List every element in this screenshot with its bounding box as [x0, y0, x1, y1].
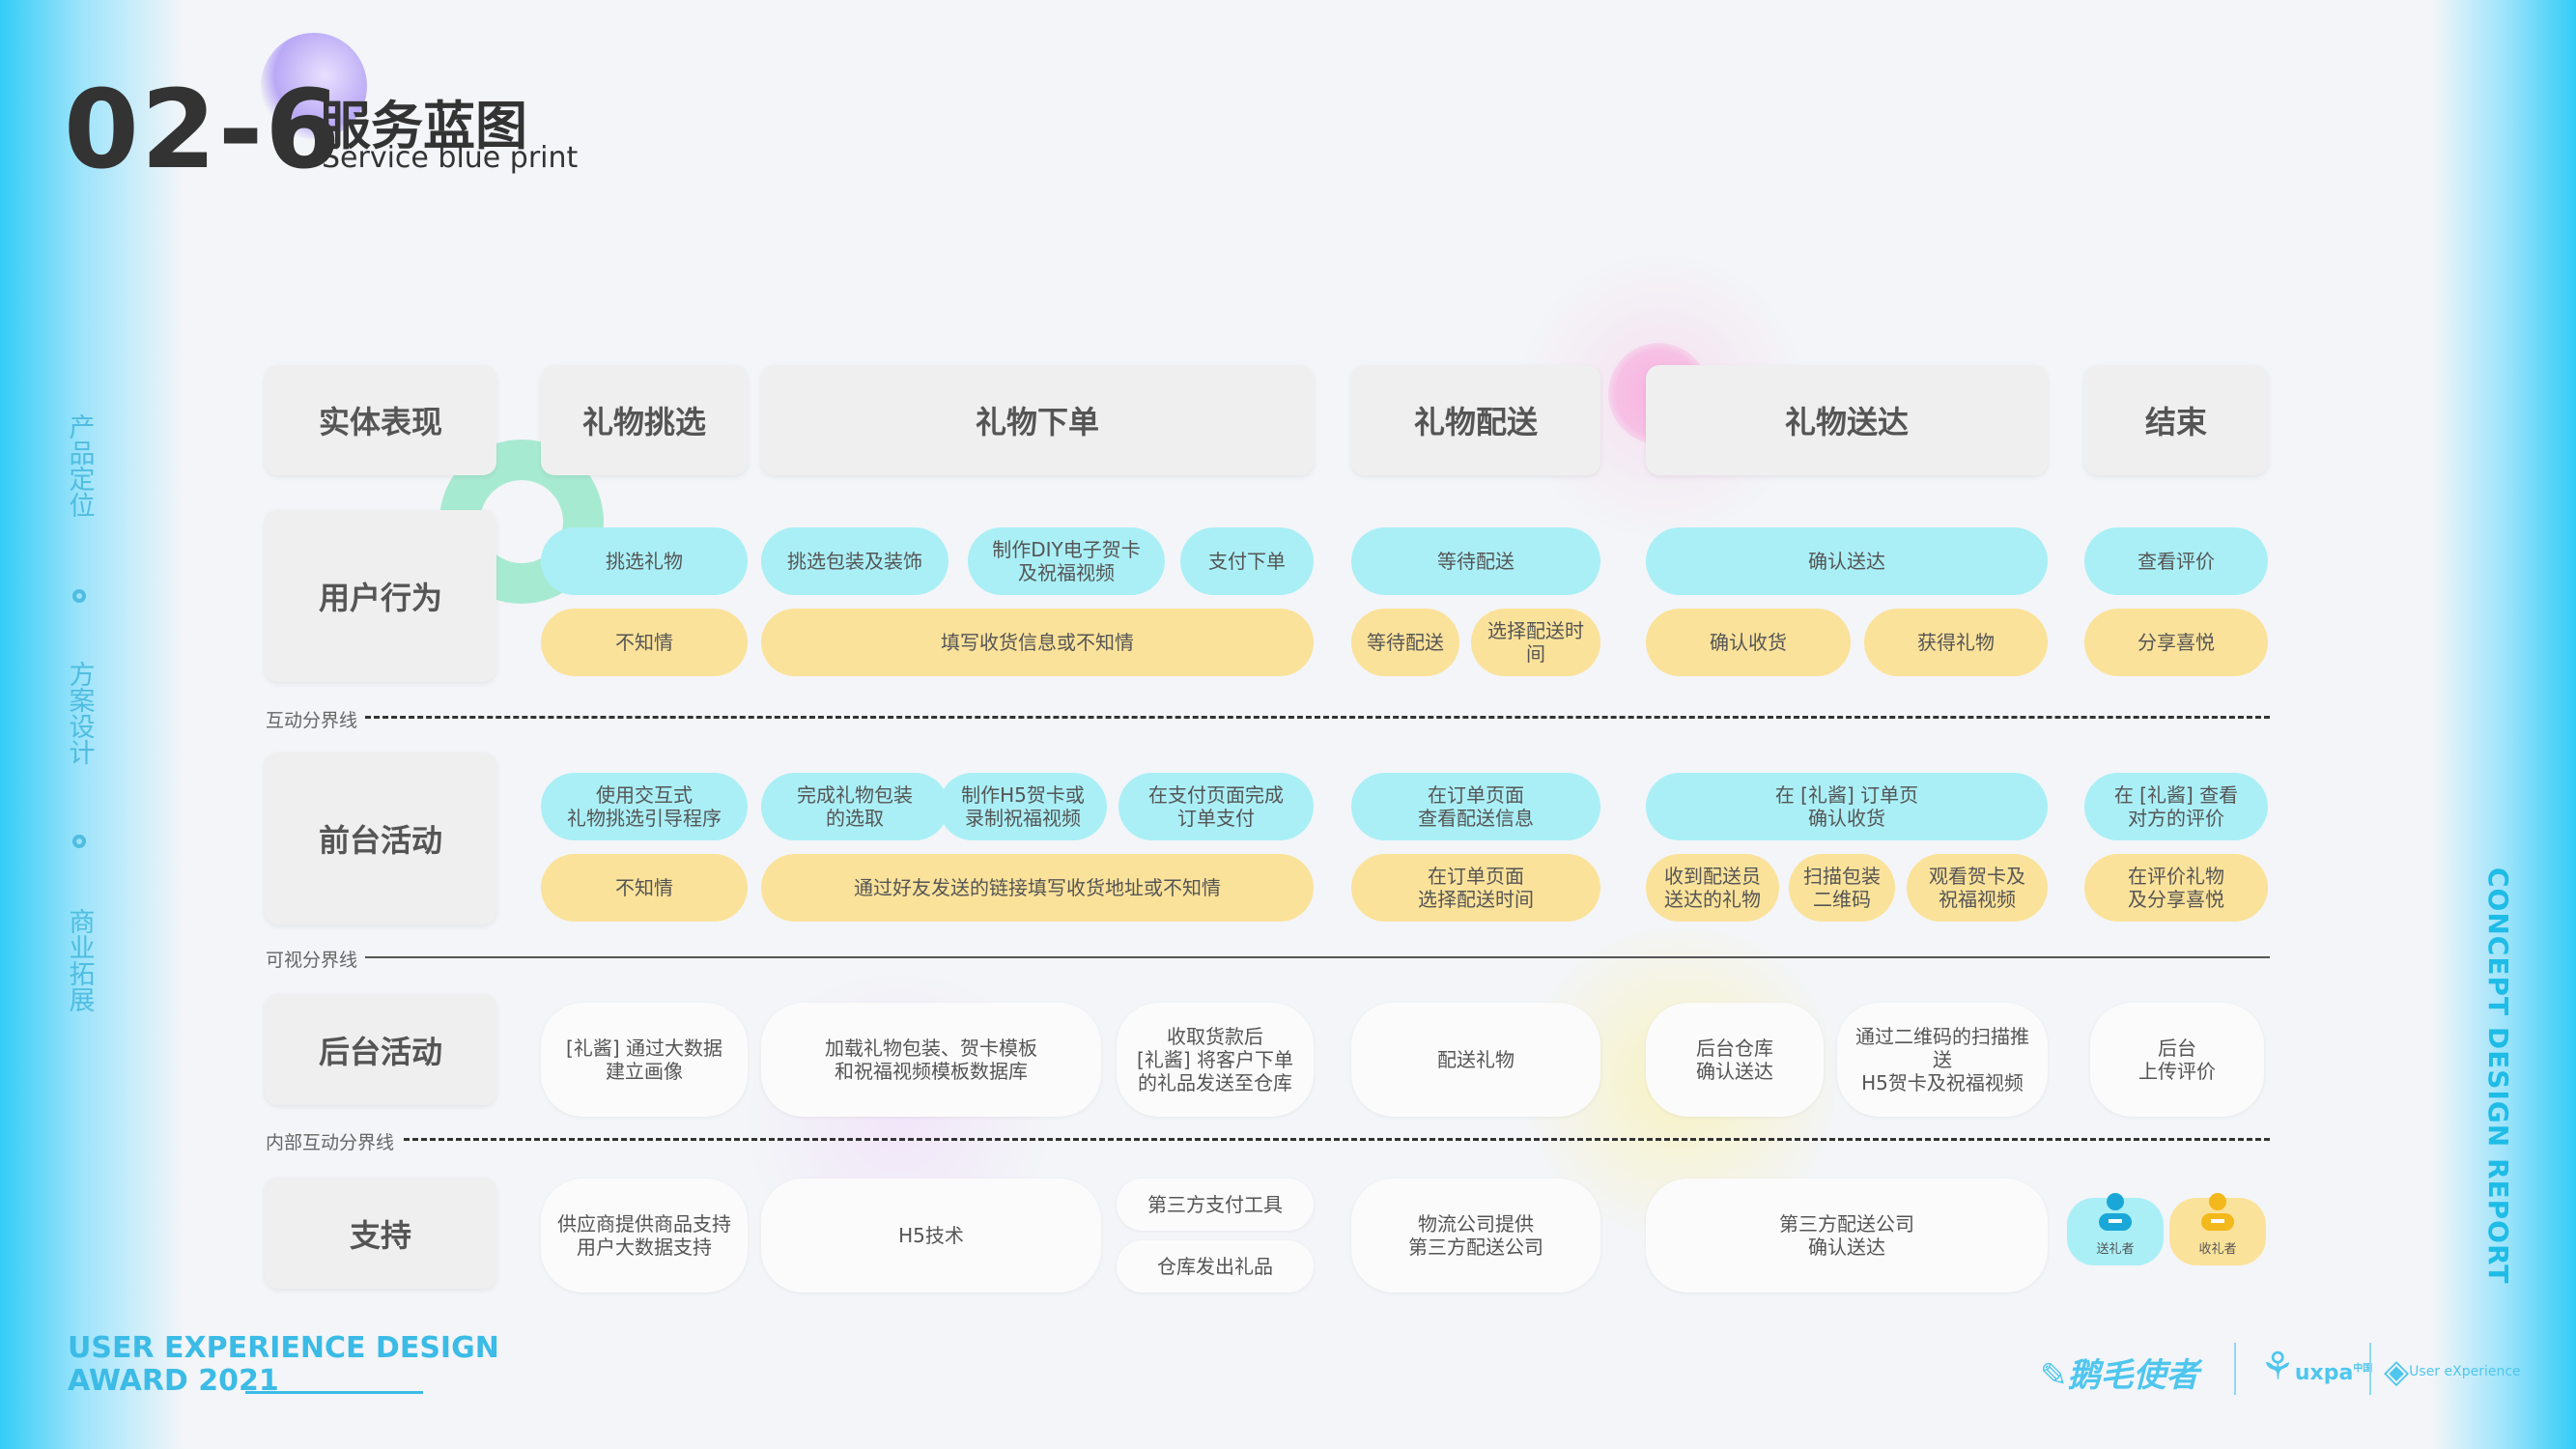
action-card: 制作DIY电子贺卡 及祝福视频 [968, 527, 1165, 595]
support-card: H5技术 [761, 1179, 1101, 1293]
action-card: 挑选礼物 [541, 527, 748, 595]
lane-backstage: 后台活动 [265, 994, 496, 1105]
person-icon [2099, 1193, 2132, 1231]
page-title: 服务蓝图 [319, 96, 527, 156]
support-card: 第三方配送公司 确认送达 [1646, 1179, 2048, 1293]
frontstage-card: 扫描包装 二维码 [1789, 854, 1895, 922]
purple-blob-decor [261, 33, 367, 139]
backstage-card: 收取货款后 [礼酱] 将客户下单 的礼品发送至仓库 [1117, 1003, 1314, 1117]
nav-dot [72, 835, 86, 848]
feather-icon: ✎ [2040, 1356, 2068, 1395]
action-card: 确认送达 [1646, 527, 2048, 595]
nav-item-product-positioning: 产品定位 [69, 413, 96, 522]
action-card: 支付下单 [1180, 527, 1314, 595]
award-line-2: AWARD 2021 [68, 1364, 279, 1398]
backstage-card: [礼酱] 通过大数据 建立画像 [541, 1003, 748, 1117]
action-card: 不知情 [541, 609, 748, 676]
award-underline [245, 1391, 423, 1394]
frontstage-card: 不知情 [541, 854, 748, 922]
person-icon [2201, 1193, 2234, 1231]
gift-giver-tag: 送礼者 [2067, 1193, 2164, 1265]
action-card: 等待配送 [1351, 609, 1459, 676]
support-card: 仓库发出礼品 [1117, 1240, 1314, 1293]
section-number: 02-6 [64, 68, 343, 193]
stage-gift-arrival: 礼物送达 [1646, 365, 2048, 475]
lane-support: 支持 [265, 1178, 496, 1289]
backstage-card: 通过二维码的扫描推送 H5贺卡及祝福视频 [1837, 1003, 2048, 1117]
action-card: 查看评价 [2084, 527, 2268, 595]
ux-logo: ◈User eXperience [2384, 1352, 2521, 1391]
frontstage-card: 通过好友发送的链接填写收货地址或不知情 [761, 854, 1314, 922]
interaction-line-label: 互动分界线 [266, 710, 358, 731]
interaction-line [365, 716, 2270, 719]
divider [2234, 1343, 2236, 1395]
frontstage-card: 在订单页面 选择配送时间 [1351, 854, 1600, 922]
action-card: 选择配送时间 [1471, 609, 1600, 676]
stage-end: 结束 [2084, 365, 2268, 475]
report-label: CONCEPT DESIGN REPORT [2482, 867, 2514, 1285]
nav-item-business-expansion: 商业拓展 [69, 908, 96, 1016]
uxpa-logo: ⚘uxpa中国 [2260, 1345, 2373, 1389]
frontstage-card: 在评价礼物 及分享喜悦 [2084, 854, 2268, 922]
nav-item-solution-design: 方案设计 [69, 661, 96, 769]
backstage-card: 后台 上传评价 [2090, 1003, 2264, 1117]
action-card: 确认收货 [1646, 609, 1851, 676]
left-gradient-edge [0, 0, 184, 1449]
divider [2369, 1343, 2371, 1395]
page-subtitle: Service blue print [322, 141, 579, 175]
stage-physical-evidence: 实体表现 [265, 365, 496, 475]
brand-logo: ✎鹅毛使者 [2040, 1356, 2199, 1395]
backstage-card: 加载礼物包装、贺卡模板 和祝福视频模板数据库 [761, 1003, 1101, 1117]
award-line-1: USER EXPERIENCE DESIGN [68, 1331, 499, 1365]
support-card: 供应商提供商品支持 用户大数据支持 [541, 1179, 748, 1293]
visible-line-label: 可视分界线 [266, 950, 358, 971]
frontstage-card: 完成礼物包装 的选取 [761, 773, 948, 840]
diamond-icon: ◈ [2384, 1352, 2410, 1391]
action-card: 获得礼物 [1864, 609, 2048, 676]
frontstage-card: 使用交互式 礼物挑选引导程序 [541, 773, 748, 840]
support-card: 第三方支付工具 [1117, 1179, 1314, 1231]
internal-line-label: 内部互动分界线 [266, 1132, 395, 1153]
frontstage-card: 在 [礼酱] 订单页 确认收货 [1646, 773, 2048, 840]
lane-user-actions: 用户行为 [265, 510, 496, 682]
stage-gift-selection: 礼物挑选 [541, 365, 748, 475]
action-card: 等待配送 [1351, 527, 1600, 595]
stage-gift-delivery: 礼物配送 [1351, 365, 1600, 475]
frontstage-card: 观看贺卡及 祝福视频 [1907, 854, 2048, 922]
frontstage-card: 收到配送员 送达的礼物 [1646, 854, 1779, 922]
frontstage-card: 在支付页面完成 订单支付 [1118, 773, 1314, 840]
lane-frontstage: 前台活动 [265, 753, 496, 924]
frontstage-card: 制作H5贺卡或 录制祝福视频 [939, 773, 1107, 840]
backstage-card: 后台仓库 确认送达 [1646, 1003, 1824, 1117]
frontstage-card: 在订单页面 查看配送信息 [1351, 773, 1600, 840]
action-card: 分享喜悦 [2084, 609, 2268, 676]
action-card: 填写收货信息或不知情 [761, 609, 1314, 676]
internal-line [404, 1138, 2270, 1141]
nav-dot [72, 589, 86, 603]
support-card: 物流公司提供 第三方配送公司 [1351, 1179, 1600, 1293]
frontstage-card: 在 [礼酱] 查看 对方的评价 [2084, 773, 2268, 840]
backstage-card: 配送礼物 [1351, 1003, 1600, 1117]
stage-gift-ordering: 礼物下单 [761, 365, 1314, 475]
gift-receiver-tag: 收礼者 [2169, 1193, 2266, 1265]
visible-line [365, 956, 2270, 958]
right-gradient-edge [2431, 0, 2576, 1449]
action-card: 挑选包装及装饰 [761, 527, 948, 595]
uxpa-mark-icon: ⚘ [2260, 1345, 2295, 1389]
